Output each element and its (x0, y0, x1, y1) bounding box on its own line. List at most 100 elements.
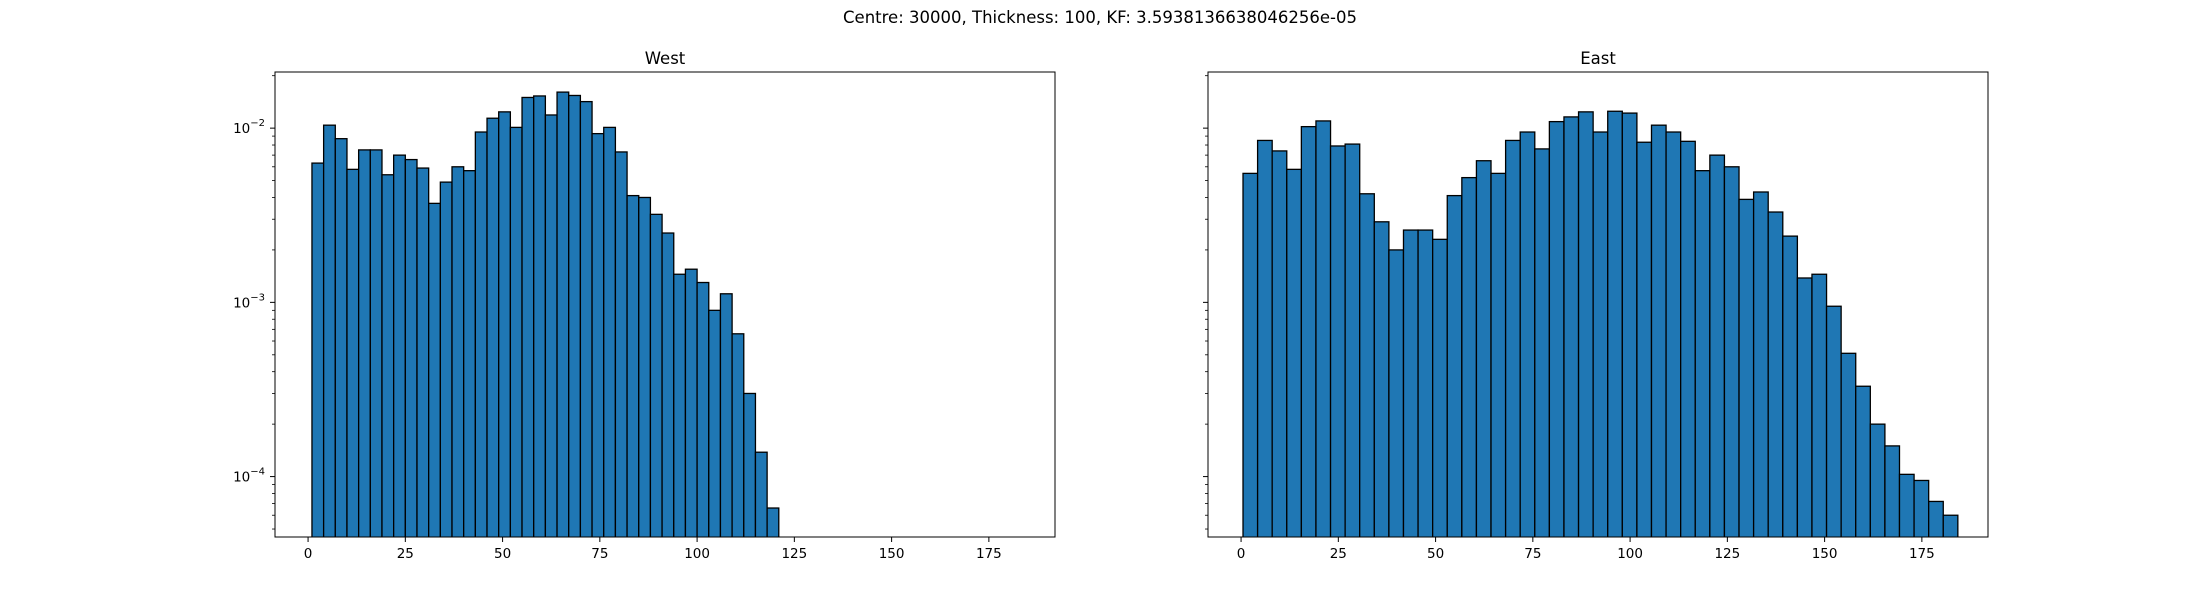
histogram-bar (1869, 423, 1886, 537)
chart-panel-east: 0 25 50 75 100 125 150 175 East (1203, 49, 1989, 562)
axes-frame (274, 71, 1056, 538)
histogram-bar (428, 202, 441, 537)
histogram-bar (486, 117, 500, 537)
histogram-bar (1621, 112, 1638, 537)
y-tick-label: 10−4 (233, 467, 265, 486)
histogram-bar (451, 166, 465, 537)
histogram-bar (1680, 140, 1696, 537)
x-tick-label: 100 (1617, 546, 1643, 562)
histogram-bar (579, 100, 593, 537)
x-tick-label: 175 (976, 546, 1002, 562)
histogram-bar (1752, 191, 1769, 537)
histogram-bar (696, 281, 710, 537)
histogram-bar (1825, 305, 1842, 537)
x-tick-label: 50 (1427, 546, 1444, 562)
histogram-bar (684, 268, 698, 537)
histogram-bar (1577, 111, 1594, 537)
histogram-bar (1607, 110, 1623, 537)
histogram-bar (649, 213, 663, 537)
histogram-bar (1359, 193, 1375, 537)
histogram-bar (1709, 154, 1726, 537)
histogram-bar (1388, 249, 1405, 537)
y-tick-label: 10−2 (233, 118, 265, 137)
x-tick-label: 150 (879, 546, 905, 562)
histogram-bar (1475, 160, 1492, 537)
histogram-bar (1855, 385, 1871, 537)
histogram-bar (1665, 131, 1682, 537)
histogram-bar (1913, 479, 1930, 537)
x-tick-label: 75 (1524, 546, 1541, 562)
histogram-bar (1417, 229, 1434, 537)
histogram-bar (346, 168, 360, 537)
x-tick-label: 50 (494, 546, 511, 562)
x-tick-label: 100 (684, 546, 710, 562)
histogram-bar (544, 114, 558, 537)
histogram-bar (1723, 166, 1740, 537)
histogram-bar (1694, 170, 1711, 537)
histogram-bar (334, 138, 348, 537)
histogram-bar (743, 392, 757, 537)
histogram-bar (708, 309, 722, 537)
histogram-bar (509, 126, 523, 537)
histogram-bar (754, 451, 768, 537)
x-tick-label: 125 (1714, 546, 1740, 562)
histogram-bar (1519, 131, 1536, 537)
histogram-bar (1898, 473, 1915, 537)
histogram-bar (1942, 514, 1959, 537)
histogram-bar (1446, 194, 1463, 537)
histogram-bar (1315, 120, 1332, 537)
histogram-bar (1884, 445, 1901, 537)
histogram-bar (393, 154, 406, 537)
histogram-bar (1796, 277, 1813, 537)
histogram-bar (533, 95, 547, 537)
histogram-bar (556, 91, 570, 537)
histogram-bar (1548, 120, 1565, 537)
histogram-bar (614, 151, 628, 537)
histogram-bar (1534, 148, 1551, 537)
histogram-bar (603, 126, 617, 537)
histogram-bar (322, 124, 336, 537)
bar-series (311, 91, 780, 537)
histogram-bar (498, 111, 512, 537)
histogram-bar (1767, 211, 1784, 537)
panel-title: East (1580, 49, 1616, 68)
histogram-bar (1344, 143, 1361, 537)
histogram-bar (1242, 172, 1259, 537)
histogram-bar (474, 131, 488, 537)
x-tick-label: 75 (591, 546, 608, 562)
x-tick-label: 150 (1812, 546, 1838, 562)
histogram-bar (416, 167, 430, 537)
histogram-bar (463, 170, 476, 537)
x-tick-label: 0 (304, 546, 313, 562)
histogram-bar (369, 149, 383, 537)
histogram-bar (439, 181, 453, 537)
histogram-bar (638, 196, 652, 537)
histogram-bar (381, 174, 395, 537)
histogram-bar (1811, 273, 1828, 537)
histogram-bar (731, 333, 745, 537)
histogram-bar (766, 507, 780, 537)
histogram-bar (1402, 229, 1419, 537)
histogram-bar (1636, 141, 1653, 537)
histogram-bar (1928, 500, 1944, 537)
histogram-bar (1373, 221, 1390, 537)
histogram-bar (591, 132, 605, 537)
histogram-bar (357, 149, 371, 537)
histogram-bar (1840, 352, 1857, 537)
histogram-bar (1782, 235, 1799, 537)
histogram-bar (1432, 238, 1448, 537)
y-tick-label: 10−3 (233, 292, 265, 311)
histogram-bar (719, 293, 733, 537)
histogram-bar (521, 96, 535, 537)
histogram-bar (673, 273, 687, 537)
histogram-bar (1592, 131, 1609, 537)
histogram-bar (626, 194, 640, 537)
bar-series (1242, 110, 1959, 537)
histogram-bar (1256, 139, 1273, 537)
figure-suptitle: Centre: 30000, Thickness: 100, KF: 3.593… (843, 8, 1357, 27)
histogram-bar (1461, 176, 1478, 537)
histogram-bar (1300, 125, 1317, 537)
chart-panel-west: 0 25 50 75 100 125 150 175 10−4 10−3 10−2 West (233, 49, 1056, 562)
panel-title: West (645, 49, 686, 68)
